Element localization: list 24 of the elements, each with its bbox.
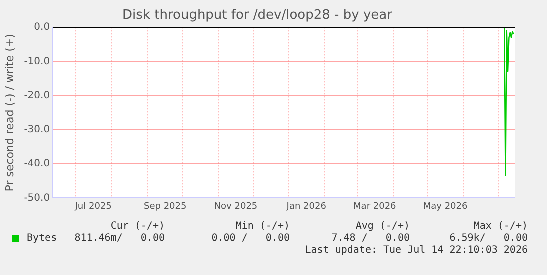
y-tick-label: -50.0 xyxy=(24,192,50,204)
x-tick-label: Sep 2025 xyxy=(144,202,187,212)
y-tick-label: -10.0 xyxy=(24,56,50,68)
text: 6.59k/ 0.00 xyxy=(450,233,528,244)
x-tick-label: May 2026 xyxy=(423,202,468,212)
text: Last update: Tue Jul 14 22:10:03 2026 xyxy=(305,245,528,256)
chart-title: Disk throughput for /dev/loop28 - by year xyxy=(122,8,394,24)
legend-label: Bytes xyxy=(27,233,58,244)
x-tick-label: Jul 2025 xyxy=(74,202,112,212)
x-tick-label: Nov 2025 xyxy=(214,202,258,212)
text: Cur (-/+) xyxy=(110,221,165,232)
y-axis-title: Pr second read (-) / write (+) xyxy=(3,34,16,192)
x-tick-label: Mar 2026 xyxy=(354,202,397,212)
x-tick-label: Jan 2026 xyxy=(286,202,327,212)
y-tick-label: 0.0 xyxy=(34,22,50,34)
text: 811.46m/ 0.00 xyxy=(74,233,165,244)
y-tick-label: -20.0 xyxy=(24,90,50,102)
text: 0.00 / 0.00 xyxy=(212,233,290,244)
text: Min (-/+) xyxy=(236,221,290,232)
y-tick-label: -30.0 xyxy=(24,124,50,136)
text: Max (-/+) xyxy=(474,221,528,232)
y-tick-label: -40.0 xyxy=(24,158,50,170)
text: 7.48 / 0.00 xyxy=(332,233,410,244)
text: Avg (-/+) xyxy=(356,221,410,232)
